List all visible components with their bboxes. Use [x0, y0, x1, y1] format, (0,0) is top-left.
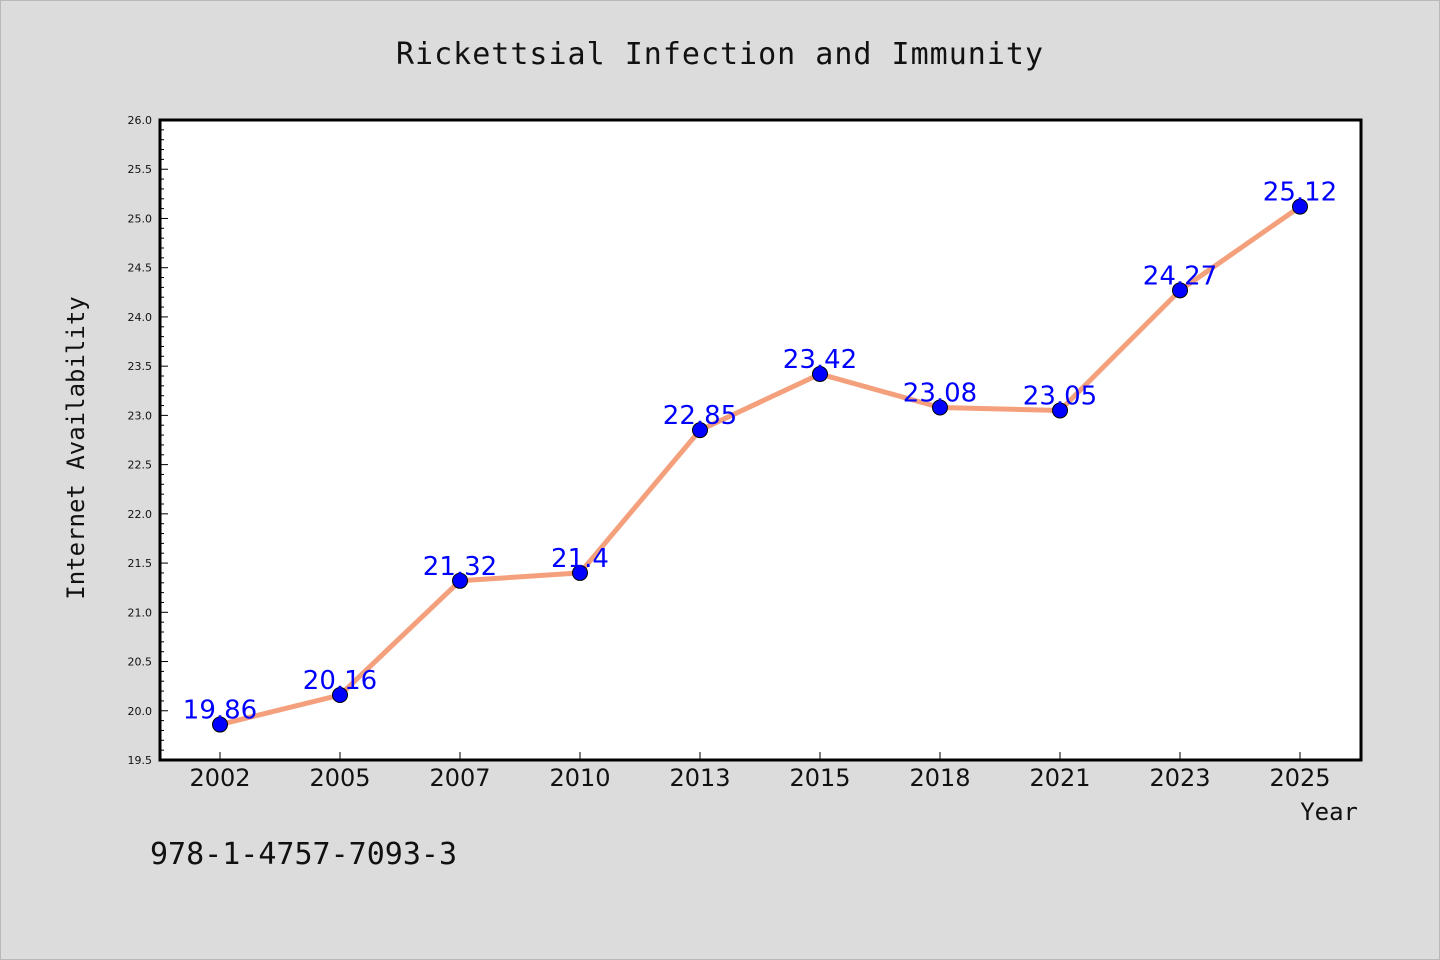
data-point	[1052, 402, 1068, 419]
data-point	[692, 422, 708, 439]
data-label: 21.32	[423, 552, 497, 582]
data-point	[1292, 198, 1308, 215]
data-point	[1172, 282, 1188, 299]
y-tick-label: 21.5	[128, 557, 153, 570]
data-point	[452, 572, 468, 589]
y-tick-label: 22.5	[128, 459, 153, 472]
plot-area	[158, 118, 1363, 762]
y-tick-label: 22.0	[128, 508, 153, 521]
data-point	[572, 564, 588, 581]
series-line-path	[217, 204, 1303, 728]
y-tick-label: 25.0	[128, 212, 153, 225]
y-tick-label: 20.5	[128, 656, 153, 669]
isbn-label: 978-1-4757-7093-3	[150, 837, 457, 872]
y-tick-label: 26.0	[128, 114, 153, 127]
y-tick-label: 24.5	[128, 262, 153, 275]
data-point	[332, 687, 348, 704]
chart-title: Rickettsial Infection and Immunity	[396, 37, 1044, 72]
x-tick-label: 2015	[789, 764, 850, 792]
data-label: 19.86	[183, 696, 257, 726]
x-tick-label: 2005	[309, 764, 370, 792]
data-label: 23.05	[1023, 381, 1097, 411]
x-tick-label: 2007	[429, 764, 490, 792]
y-axis-label: Internet Availability	[62, 296, 90, 599]
data-point	[932, 399, 948, 416]
data-label: 25.12	[1263, 178, 1337, 208]
y-tick-label: 20.0	[128, 705, 153, 718]
data-label: 21.4	[551, 544, 609, 574]
data-label: 23.08	[903, 379, 977, 409]
data-labels: 19.86 20.16 21.32 21.4 22.85 23.42 23.08 23.05 2…	[183, 178, 1337, 726]
data-label: 24.27	[1143, 261, 1217, 291]
y-tick-label: 25.5	[128, 163, 153, 176]
x-tick-label: 2013	[669, 764, 730, 792]
x-axis-label: Year	[1300, 798, 1358, 826]
y-tick-label: 19.5	[128, 754, 153, 767]
x-axis: 2002 2005 2007 2010 2013 2015 2018 2021 2023 2025	[189, 752, 1331, 792]
x-tick-label: 2025	[1269, 764, 1330, 792]
data-point	[212, 716, 228, 733]
x-tick-label: 2002	[189, 764, 250, 792]
data-label: 20.16	[303, 666, 377, 696]
data-markers	[212, 198, 1308, 733]
y-axis: 19.5 20.0 20.5 21.0 21.5 22.0 22.5 23.0 23.5 24.0…	[128, 114, 168, 767]
x-tick-label: 2010	[549, 764, 610, 792]
x-tick-label: 2018	[909, 764, 970, 792]
y-tick-label: 21.0	[128, 606, 153, 619]
data-label: 22.85	[663, 401, 737, 431]
y-tick-label: 23.0	[128, 409, 153, 422]
x-tick-label: 2023	[1149, 764, 1210, 792]
y-tick-label: 24.0	[128, 311, 153, 324]
y-tick-label: 23.5	[128, 360, 153, 373]
data-label: 23.42	[783, 345, 857, 375]
x-tick-label: 2021	[1029, 764, 1090, 792]
data-point	[812, 366, 828, 383]
series-line	[217, 204, 1303, 728]
